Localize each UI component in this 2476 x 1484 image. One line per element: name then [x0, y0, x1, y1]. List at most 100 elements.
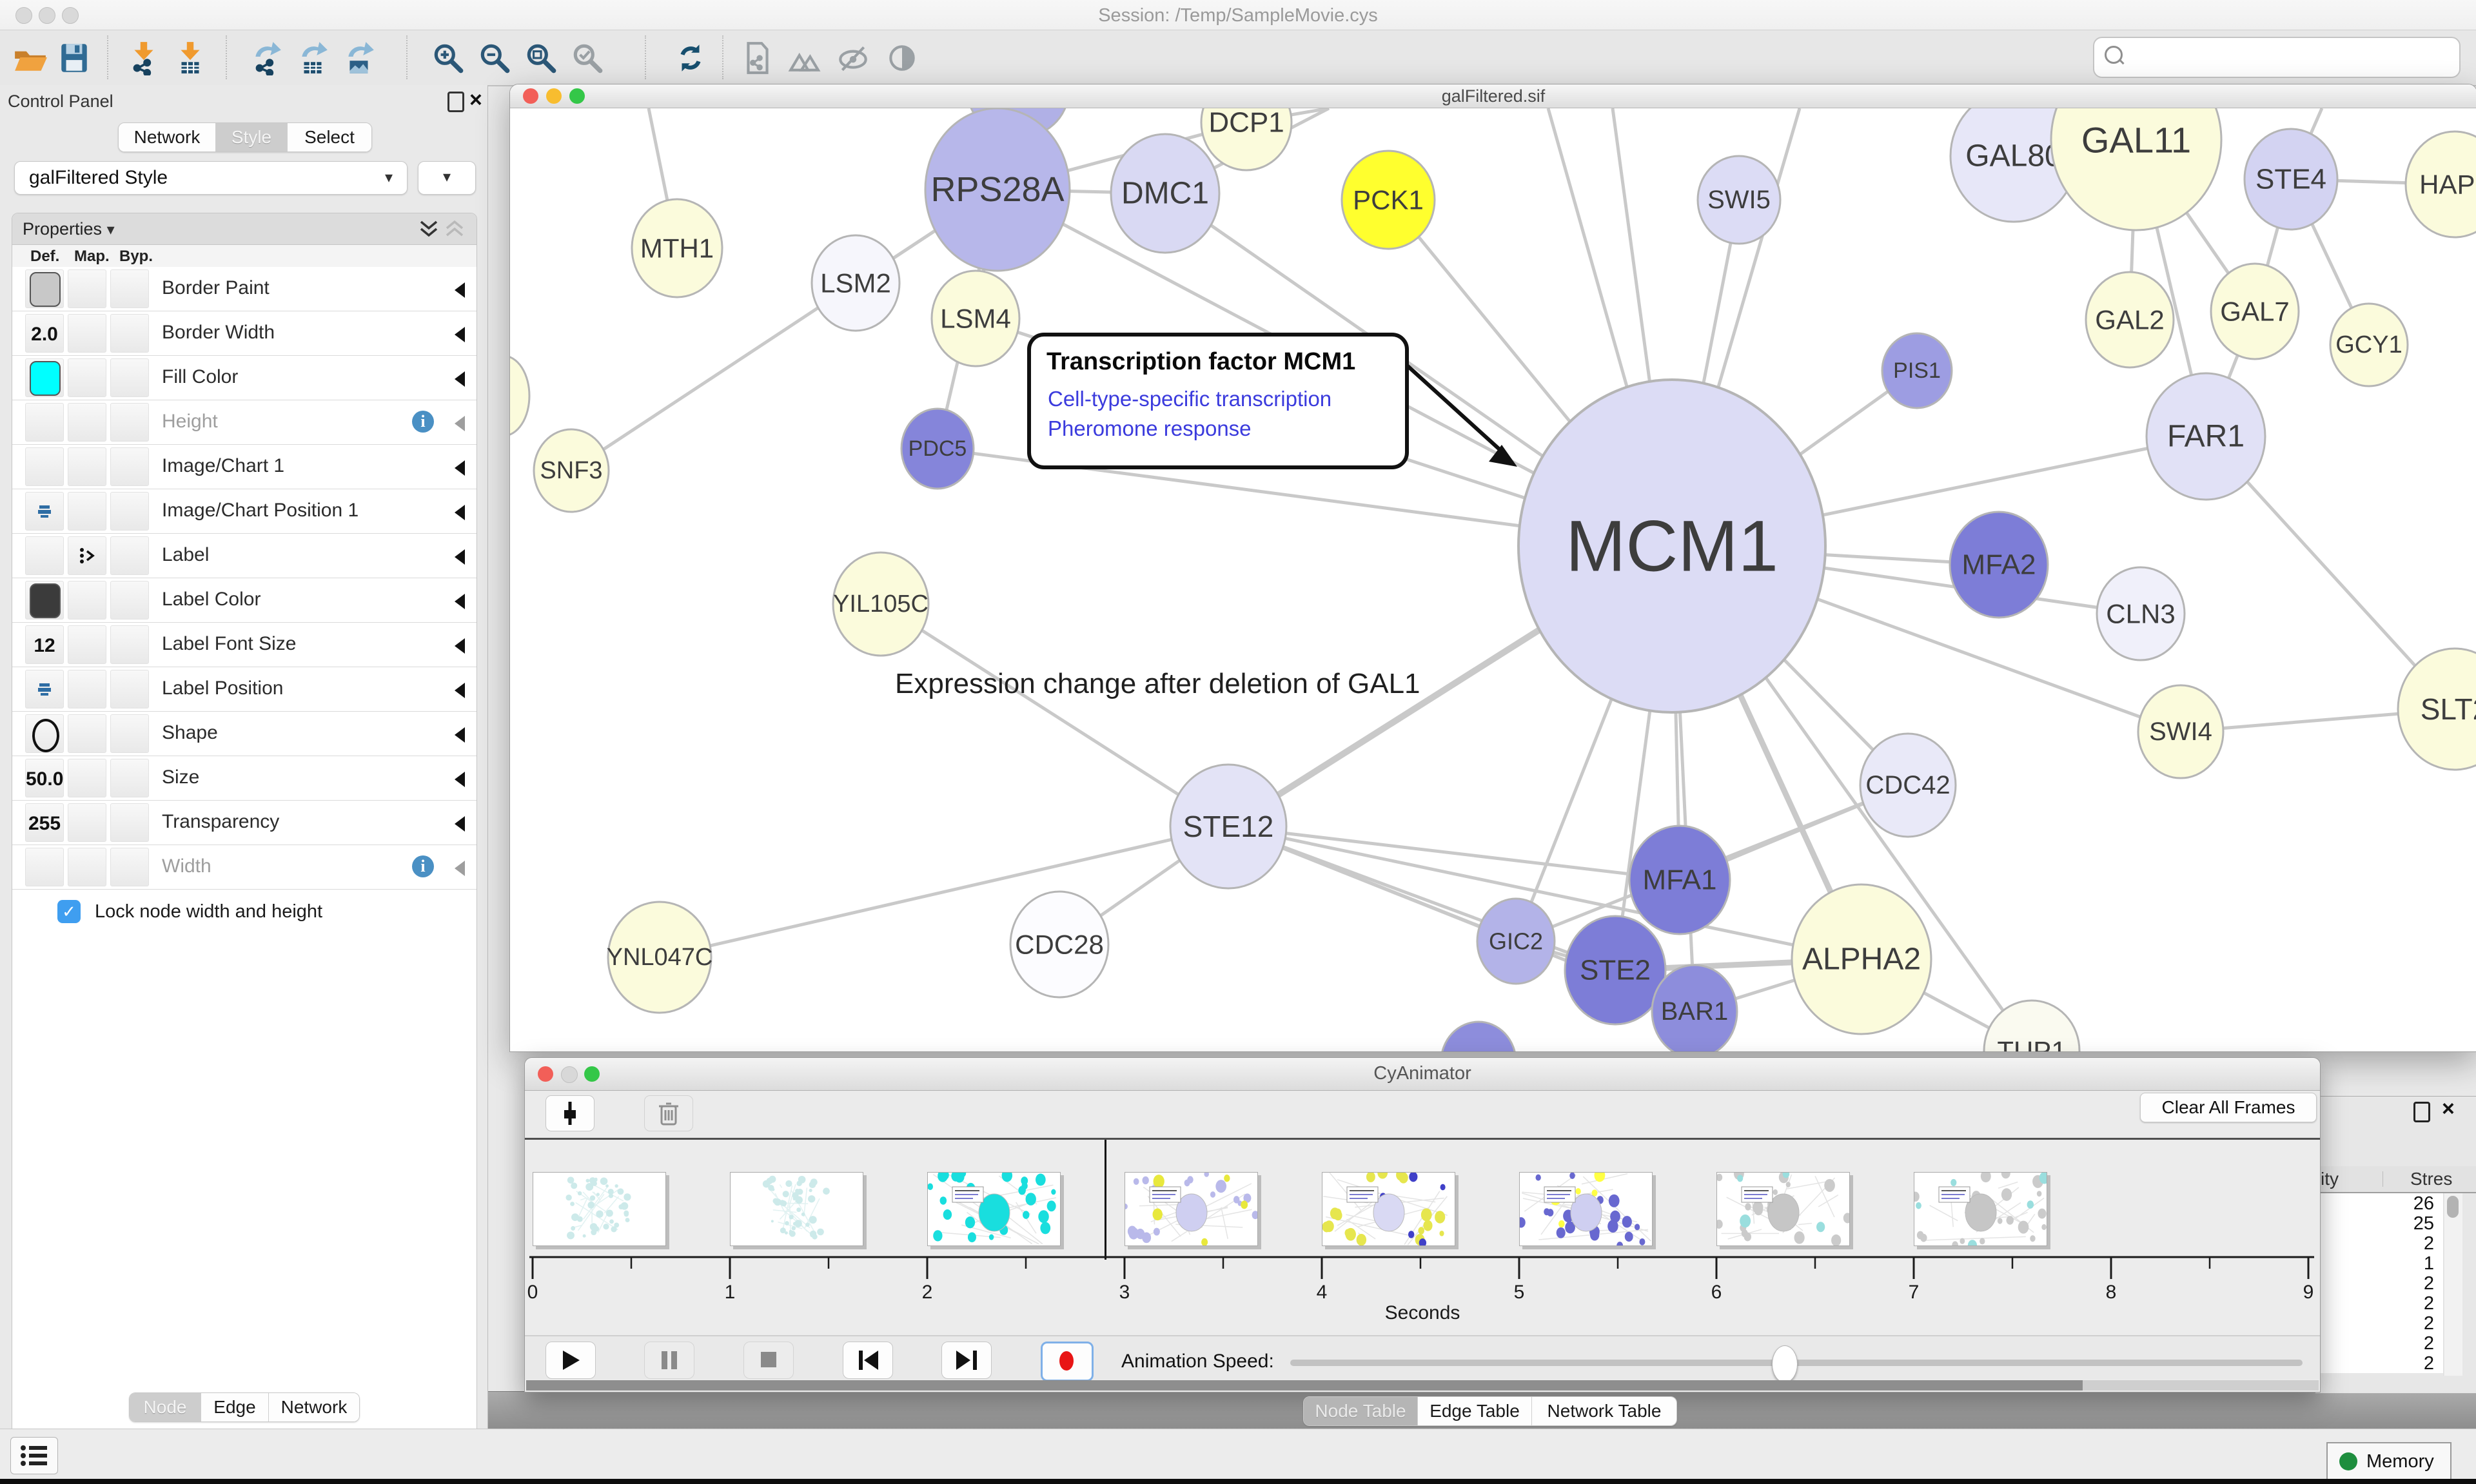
expand-arrow-icon[interactable]: [455, 683, 465, 698]
map-cell[interactable]: [68, 759, 106, 797]
table-row[interactable]: 1: [2315, 1253, 2443, 1274]
export-network-icon[interactable]: [249, 41, 284, 77]
byp-cell[interactable]: [110, 403, 149, 442]
map-cell[interactable]: [68, 803, 106, 842]
minimize-traffic-light[interactable]: [39, 7, 55, 24]
byp-cell[interactable]: [110, 447, 149, 486]
def-cell[interactable]: [25, 536, 64, 575]
stop-button[interactable]: [743, 1342, 794, 1379]
table-cell[interactable]: 25: [2413, 1213, 2434, 1234]
frame-thumbnail-5[interactable]: [1519, 1172, 1653, 1246]
export-image-icon[interactable]: [342, 41, 377, 75]
network-node-STE12[interactable]: [1169, 763, 1288, 890]
def-cell[interactable]: 255: [25, 803, 64, 842]
map-cell[interactable]: [68, 492, 106, 531]
skip-end-button[interactable]: [941, 1342, 992, 1379]
expand-arrow-icon[interactable]: [455, 327, 465, 342]
close-traffic-light[interactable]: [538, 1066, 553, 1082]
def-cell[interactable]: [25, 670, 64, 708]
property-row-width[interactable]: Width i: [12, 845, 477, 890]
expand-arrow-icon[interactable]: [455, 549, 465, 565]
network-node-PIS1[interactable]: [1881, 332, 1953, 409]
expand-arrow-icon[interactable]: [455, 727, 465, 743]
expand-arrow-icon[interactable]: [455, 282, 465, 298]
property-row-image-chart-position-1[interactable]: Image/Chart Position 1: [12, 489, 477, 534]
network-node-MCM1[interactable]: [1517, 378, 1827, 714]
def-cell[interactable]: 50.0: [25, 759, 64, 797]
skip-start-button[interactable]: [843, 1342, 893, 1379]
zoom-out-icon[interactable]: [477, 41, 512, 75]
network-node-GAL7[interactable]: [2210, 262, 2300, 360]
network-edge[interactable]: [1228, 825, 1680, 882]
expand-arrow-icon[interactable]: [455, 371, 465, 387]
def-cell[interactable]: [25, 581, 64, 620]
table-column-header[interactable]: ity: [2315, 1166, 2388, 1193]
clear-all-frames-button[interactable]: Clear All Frames: [2140, 1093, 2317, 1122]
table-row[interactable]: 2: [2315, 1233, 2443, 1254]
map-cell[interactable]: [68, 848, 106, 886]
zoom-traffic-light[interactable]: [569, 88, 585, 104]
collapse-all-icon[interactable]: [443, 220, 469, 239]
property-row-border-width[interactable]: 2.0 Border Width: [12, 311, 477, 356]
expand-arrow-icon[interactable]: [455, 772, 465, 787]
tab-node[interactable]: Node: [130, 1393, 201, 1421]
zoom-selected-icon[interactable]: [570, 41, 605, 75]
def-cell[interactable]: 2.0: [25, 314, 64, 353]
frame-thumbnail-0[interactable]: [533, 1172, 666, 1246]
play-button[interactable]: [545, 1342, 596, 1379]
scrollbar-thumb[interactable]: [526, 1380, 2083, 1391]
map-cell[interactable]: [68, 447, 106, 486]
network-node-TUP1[interactable]: [1983, 999, 2081, 1052]
byp-cell[interactable]: [110, 492, 149, 531]
table-cell[interactable]: 2: [2423, 1313, 2434, 1334]
property-row-label[interactable]: Label: [12, 534, 477, 578]
pause-button[interactable]: [644, 1342, 694, 1379]
def-cell[interactable]: [25, 447, 64, 486]
byp-cell[interactable]: [110, 625, 149, 664]
frame-thumbnail-6[interactable]: [1716, 1172, 1850, 1246]
table-scrollbar[interactable]: [2444, 1193, 2462, 1376]
table-row[interactable]: 2: [2315, 1353, 2443, 1374]
frame-thumbnail-7[interactable]: [1914, 1172, 2047, 1246]
network-canvas[interactable]: DCP1 RPS28A DMC1 PCK1 SWI5 GAL80 GAL11 STE4 HAP2…: [510, 108, 2476, 1052]
table-row[interactable]: 2: [2315, 1333, 2443, 1354]
expand-arrow-icon[interactable]: [455, 594, 465, 609]
save-session-icon[interactable]: [57, 41, 92, 75]
table-cell[interactable]: 2: [2423, 1273, 2434, 1294]
network-node-PDC5[interactable]: [900, 407, 975, 490]
table-row[interactable]: 26: [2315, 1193, 2443, 1214]
def-cell[interactable]: [25, 403, 64, 442]
import-table-icon[interactable]: [173, 41, 208, 75]
annotation-link[interactable]: Cell-type-specific transcription: [1048, 387, 1332, 411]
table-column-header[interactable]: Stres: [2383, 1166, 2476, 1193]
network-node-CLN3[interactable]: [2096, 566, 2186, 661]
memory-button[interactable]: Memory: [2326, 1442, 2451, 1481]
property-row-label-font-size[interactable]: 12 Label Font Size: [12, 623, 477, 667]
info-icon[interactable]: i: [412, 411, 434, 433]
expand-all-icon[interactable]: [417, 220, 443, 239]
table-row[interactable]: 2: [2315, 1293, 2443, 1314]
network-node-GIC2[interactable]: [1476, 897, 1556, 985]
properties-header[interactable]: Properties ▾: [12, 213, 477, 245]
byp-cell[interactable]: [110, 848, 149, 886]
expand-arrow-icon[interactable]: [455, 505, 465, 520]
byp-cell[interactable]: [110, 759, 149, 797]
add-frame-button[interactable]: [545, 1095, 594, 1131]
property-row-label-color[interactable]: Label Color: [12, 578, 477, 623]
zoom-fit-icon[interactable]: [524, 41, 558, 75]
frame-thumbnail-4[interactable]: [1322, 1172, 1455, 1246]
annotation-link[interactable]: Pheromone response: [1048, 416, 1252, 440]
close-panel-icon[interactable]: ×: [469, 88, 482, 112]
network-node-MFA2[interactable]: [1949, 511, 2049, 619]
network-node-GCY1[interactable]: [2329, 302, 2409, 387]
timeline-scrollbar[interactable]: [526, 1380, 2319, 1391]
info-icon[interactable]: i: [412, 855, 434, 877]
network-node-SWI4[interactable]: [2137, 684, 2225, 779]
def-cell[interactable]: [25, 492, 64, 531]
tab-network[interactable]: Network: [269, 1393, 359, 1421]
map-cell[interactable]: [68, 714, 106, 753]
table-cell[interactable]: 1: [2423, 1253, 2434, 1274]
byp-cell[interactable]: [110, 714, 149, 753]
import-network-icon[interactable]: [126, 41, 161, 77]
style-selector[interactable]: galFiltered Style ▾: [14, 161, 408, 195]
